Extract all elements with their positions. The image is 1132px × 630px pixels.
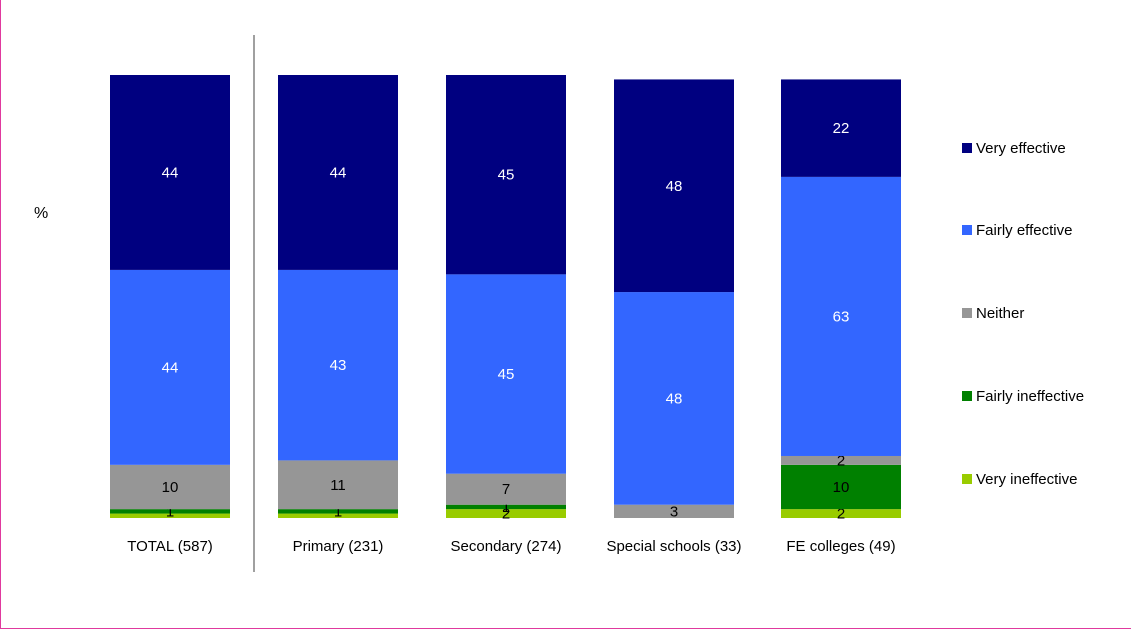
bar-value-label: 48: [666, 178, 683, 195]
legend-item: Fairly effective: [962, 222, 1072, 239]
bar-segment: [614, 504, 734, 518]
bar-segment: [278, 460, 398, 510]
bar-segment: [278, 269, 398, 461]
category-label: Primary (231): [292, 538, 384, 555]
bar-segment: [110, 513, 230, 518]
category-label: FE colleges (49): [786, 538, 896, 555]
bar-value-label: 10: [162, 479, 179, 496]
bar-segment: [278, 509, 398, 514]
bar-value-label: 1: [502, 499, 510, 516]
bar-segment: [110, 509, 230, 514]
bar-segment: [446, 473, 566, 505]
bar-value-label: 63: [833, 308, 850, 325]
legend-swatch: [962, 391, 972, 401]
legend-label: Fairly ineffective: [976, 388, 1085, 405]
legend-swatch: [962, 143, 972, 153]
bar-value-label: 2: [502, 506, 510, 523]
legend-swatch: [962, 474, 972, 484]
legend-swatch: [962, 308, 972, 318]
legend-label: Fairly effective: [976, 222, 1073, 239]
bar-segment: [614, 292, 734, 505]
bar-value-label: 44: [330, 164, 347, 181]
bar-value-label: 44: [162, 359, 179, 376]
legend-label: Neither: [976, 305, 1025, 322]
bar-value-label: 1: [334, 503, 342, 520]
y-axis-label: %: [34, 205, 49, 222]
legend-label: Very ineffective: [976, 471, 1078, 488]
bar-value-label: 2: [837, 506, 845, 523]
legend-item: Very ineffective: [962, 471, 1077, 488]
legend-label: Very effective: [976, 140, 1066, 157]
legend-swatch: [962, 225, 972, 235]
bar-segment: [110, 464, 230, 510]
category-label: TOTAL (587): [127, 538, 213, 555]
bar-value-label: 3: [670, 503, 678, 520]
bar-value-label: 45: [498, 167, 515, 184]
bar-segment: [781, 176, 901, 456]
bar-segment: [446, 274, 566, 474]
bar-value-label: 10: [833, 479, 850, 496]
category-label: Secondary (274): [450, 538, 562, 555]
bar-value-label: 48: [666, 390, 683, 407]
bar-segment: [781, 509, 901, 518]
bar-value-label: 44: [162, 164, 179, 181]
bar-value-label: 1: [166, 503, 174, 520]
bar-segment: [446, 509, 566, 518]
bar-value-label: 22: [833, 120, 850, 137]
bar-segment: [446, 504, 566, 510]
bar-segment: [614, 79, 734, 293]
bar-value-label: 2: [837, 452, 845, 469]
legend-item: Neither: [962, 305, 1024, 322]
bar-value-label: 45: [498, 366, 515, 383]
bar-segment: [781, 464, 901, 510]
bar-value-label: 11: [330, 477, 346, 494]
bar-segment: [446, 75, 566, 275]
legend-item: Fairly ineffective: [962, 388, 1084, 405]
bar-segment: [110, 75, 230, 270]
bar-value-label: 43: [330, 357, 347, 374]
legend-item: Very effective: [962, 140, 1066, 157]
bar-segment: [278, 513, 398, 518]
bar-value-label: 7: [502, 481, 510, 498]
bar-segment: [781, 79, 901, 177]
bar-segment: [110, 269, 230, 465]
bar-segment: [278, 75, 398, 270]
category-label: Special schools (33): [606, 538, 742, 555]
bar-segment: [781, 455, 901, 465]
